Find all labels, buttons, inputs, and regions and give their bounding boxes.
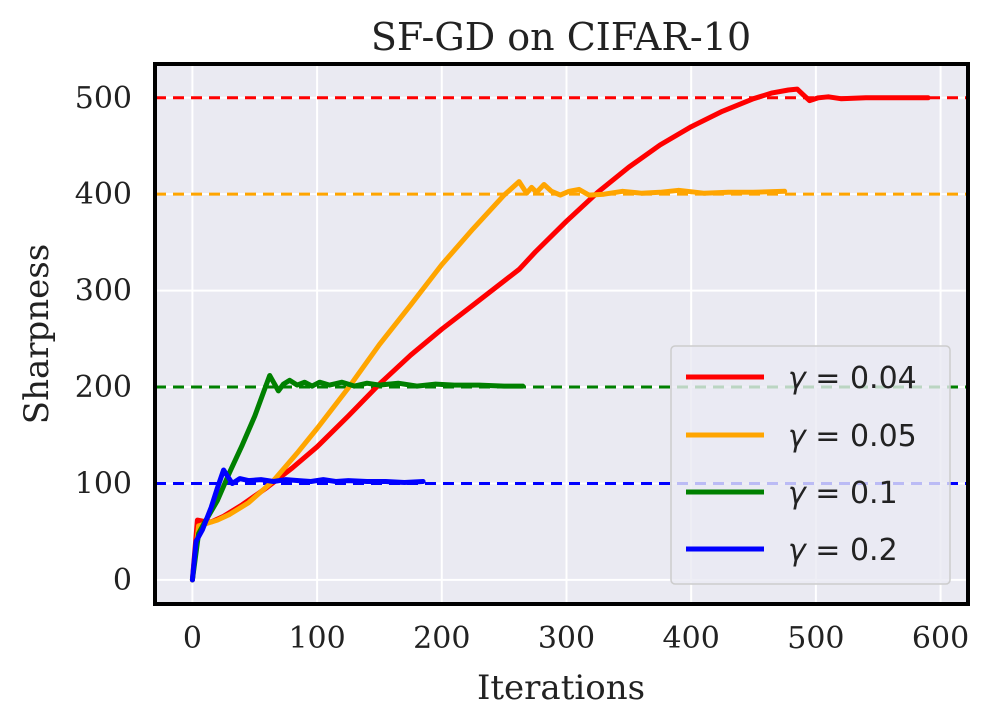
legend-label: γ = 0.04 <box>788 361 917 396</box>
y-tick-label: 300 <box>75 274 132 309</box>
legend-value: = 0.1 <box>806 476 898 511</box>
y-tick-label: 400 <box>75 177 132 212</box>
y-tick-labels: 0 100 200 300 400 500 <box>75 81 132 598</box>
series-line <box>189 467 426 583</box>
y-tick-label: 0 <box>113 563 132 598</box>
legend-symbol: γ <box>788 419 808 454</box>
x-tick-label: 100 <box>288 621 345 656</box>
legend-value: = 0.2 <box>806 533 898 568</box>
y-tick-label: 200 <box>75 370 132 405</box>
x-tick-label: 600 <box>912 621 969 656</box>
plot-frame <box>153 62 970 606</box>
x-axis-label: Iterations <box>477 668 645 708</box>
legend-label: γ = 0.05 <box>788 419 917 454</box>
x-tick-labels: 0 100 200 300 400 500 600 <box>183 621 969 656</box>
x-tick-label: 0 <box>183 621 202 656</box>
legend-label: γ = 0.1 <box>788 476 898 511</box>
y-axis-label: Sharpness <box>17 244 57 424</box>
legend-label: γ = 0.2 <box>788 533 898 568</box>
legend: γ = 0.04γ = 0.05γ = 0.1γ = 0.2 <box>670 345 951 585</box>
legend-value: = 0.05 <box>806 419 917 454</box>
x-tick-label: 300 <box>538 621 595 656</box>
series-line <box>189 373 526 583</box>
series-lines <box>189 86 931 583</box>
x-tick-label: 200 <box>413 621 470 656</box>
chart-title: SF-GD on CIFAR-10 <box>371 15 751 59</box>
y-tick-label: 100 <box>75 466 132 501</box>
legend-symbol: γ <box>788 476 808 511</box>
x-tick-label: 400 <box>663 621 720 656</box>
legend-symbol: γ <box>788 533 808 568</box>
legend-symbol: γ <box>788 361 808 396</box>
series-line <box>189 179 788 583</box>
legend-value: = 0.04 <box>806 361 917 396</box>
y-tick-label: 500 <box>75 81 132 116</box>
legend-box <box>670 345 951 585</box>
x-tick-label: 500 <box>787 621 844 656</box>
